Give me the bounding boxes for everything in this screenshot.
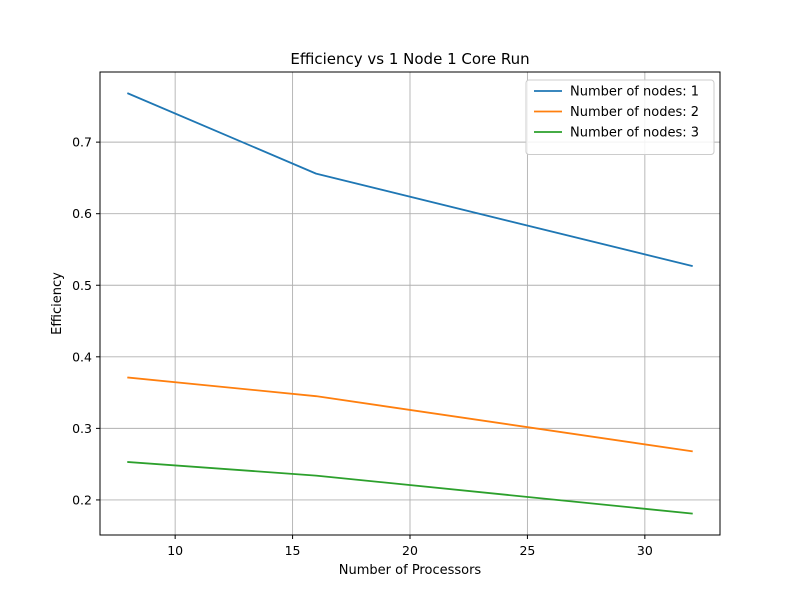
y-tick-label: 0.5 <box>72 278 92 293</box>
y-axis-ticks: 0.2 0.3 0.4 0.5 0.6 0.7 <box>72 135 100 507</box>
series-line-nodes-2 <box>127 376 693 453</box>
x-tick-label: 10 <box>167 543 183 558</box>
legend-entry-label: Number of nodes: 1 <box>570 85 699 100</box>
x-tick-label: 20 <box>402 543 418 558</box>
legend-entry-label: Number of nodes: 2 <box>570 105 699 120</box>
series-line-nodes-1 <box>126 92 693 268</box>
y-tick-label: 0.6 <box>72 206 92 221</box>
legend-entry-label: Number of nodes: 3 <box>570 126 699 141</box>
legend: Number of nodes: 1 Number of nodes: 2 Numb… <box>525 79 715 155</box>
y-tick-label: 0.7 <box>72 135 92 150</box>
y-axis-label: Efficiency <box>50 272 65 335</box>
y-tick-label: 0.4 <box>72 349 92 364</box>
y-tick-label: 0.3 <box>72 421 92 436</box>
series-lines <box>126 92 693 515</box>
legend-box <box>525 79 715 155</box>
x-axis-label: Number of Processors <box>339 563 482 578</box>
x-axis-ticks: 10 15 20 25 30 <box>167 535 653 558</box>
x-tick-label: 30 <box>637 543 653 558</box>
x-tick-label: 15 <box>285 543 301 558</box>
y-tick-label: 0.2 <box>72 492 92 507</box>
series-line-nodes-3 <box>127 461 693 515</box>
chart-title: Efficiency vs 1 Node 1 Core Run <box>290 50 529 68</box>
x-tick-label: 25 <box>519 543 535 558</box>
